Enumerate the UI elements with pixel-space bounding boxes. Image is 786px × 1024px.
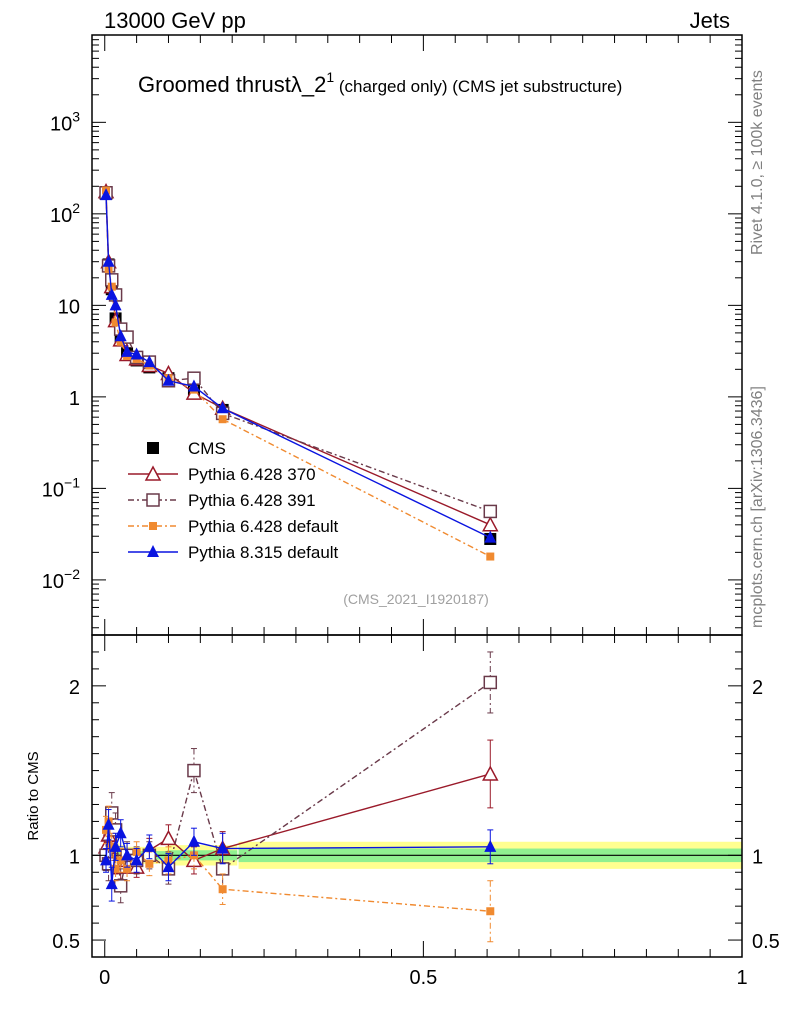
legend-marker-pythia-6-428-391 <box>146 493 160 507</box>
point-pythia-6-428-370 <box>482 516 499 532</box>
point-pythia-8-315-default <box>109 298 122 311</box>
ratio-point-pythia-6-428-391 <box>187 763 201 778</box>
point-pythia-6-428-default <box>116 337 125 346</box>
point-pythia-6-428-default <box>218 415 227 424</box>
y-tick-label: 10−2 <box>42 566 80 593</box>
x-tick-label: 0.5 <box>409 967 437 989</box>
ratio-y-tick-label: 2 <box>69 677 80 699</box>
point-pythia-8-315-default <box>102 254 115 267</box>
ratio-point-pythia-8-315-default <box>100 853 113 866</box>
x-tick-label: 0 <box>99 967 110 989</box>
ratio-point-pythia-8-315-default <box>143 839 156 852</box>
legend-label-pythia-6-428-370: Pythia 6.428 370 <box>188 465 316 484</box>
analysis-label: (CMS_2021_I1920187) <box>343 591 489 607</box>
ratio-point-pythia-6-428-default <box>218 885 227 894</box>
ratio-point-pythia-8-315-default <box>105 877 118 890</box>
point-pythia-8-315-default <box>187 379 200 392</box>
y-tick-label: 10 <box>58 296 80 318</box>
ratio-line-pythia-8-315-default <box>105 824 491 885</box>
ratio-y-tick-label: 1 <box>69 846 80 868</box>
ratio-panel: 0 0.5 10.5 0.51 12 2 Ratio to CMS <box>25 634 780 989</box>
ratio-point-pythia-6-428-391 <box>113 879 128 893</box>
ratio-point-pythia-8-315-default <box>102 817 115 830</box>
x-tick-label: 1 <box>736 967 747 989</box>
ratio-point-pythia-8-315-default <box>484 839 497 852</box>
main-title-sup: 1 <box>326 69 334 85</box>
ratio-frame <box>91 634 743 958</box>
series-line-pythia-8-315-default <box>105 195 491 539</box>
point-pythia-8-315-default <box>130 347 143 360</box>
y-tick-label: 103 <box>50 108 80 135</box>
ratio-point-pythia-6-428-391 <box>483 675 498 690</box>
ratio-point-pythia-6-428-default <box>123 864 132 873</box>
ratio-point-pythia-8-315-default <box>162 860 175 873</box>
mcplots-label: mcplots.cern.ch [arXiv:1306.3436] <box>749 386 766 628</box>
ratio-y-tick-label: 0.5 <box>52 931 80 953</box>
main-title-text: Groomed thrustλ_2 <box>138 72 326 97</box>
legend-label-pythia-6-428-default: Pythia 6.428 default <box>188 517 339 536</box>
ratio-point-pythia-8-315-default <box>109 839 122 852</box>
ratio-point-pythia-6-428-370 <box>482 765 499 781</box>
y-tick-label: 1 <box>69 388 80 410</box>
legend: CMS Pythia 6.428 370 Pythia 6.428 391 Pythi… <box>128 439 339 562</box>
point-pythia-8-315-default <box>143 355 156 368</box>
ratio-point-pythia-8-315-default <box>130 853 143 866</box>
point-pythia-6-428-default <box>107 282 116 291</box>
point-pythia-6-428-391 <box>483 504 498 519</box>
ratio-point-pythia-8-315-default <box>187 834 200 847</box>
ratio-point-pythia-6-428-default <box>107 842 116 851</box>
point-pythia-8-315-default <box>216 401 229 414</box>
legend-marker-pythia-6-428-370 <box>144 465 162 481</box>
point-pythia-8-315-default <box>484 530 497 543</box>
ratio-point-pythia-6-428-391 <box>215 862 230 876</box>
ratio-line-pythia-6-428-default <box>105 821 491 912</box>
legend-marker-pythia-6-428-default <box>149 522 157 530</box>
ratio-point-pythia-6-428-default <box>116 856 125 865</box>
point-pythia-8-315-default <box>121 344 134 357</box>
ratio-y-tick-label-right: 1 <box>752 846 763 868</box>
y-tick-label: 102 <box>50 200 80 227</box>
header-left: 13000 GeV pp <box>104 8 246 33</box>
main-title-suffix: (charged only) (CMS jet substructure) <box>334 77 622 96</box>
series-line-pythia-6-428-391 <box>105 192 491 513</box>
legend-label-cms: CMS <box>188 439 226 458</box>
legend-label-pythia-8-315-default: Pythia 8.315 default <box>188 543 339 562</box>
ratio-point-pythia-6-428-default <box>102 825 111 834</box>
ratio-point-pythia-8-315-default <box>121 848 134 861</box>
ratio-y-tick-label-right: 2 <box>752 677 763 699</box>
point-pythia-6-428-default <box>111 318 120 327</box>
y-tick-label: 10−1 <box>42 474 80 501</box>
point-pythia-8-315-default <box>105 287 118 300</box>
ratio-point-pythia-6-428-default <box>145 859 154 868</box>
point-pythia-8-315-default <box>100 188 113 201</box>
point-pythia-8-315-default <box>162 373 175 386</box>
point-pythia-6-428-default <box>486 552 495 561</box>
ratio-point-pythia-6-428-default <box>111 864 120 873</box>
ratio-point-pythia-6-428-370 <box>160 829 177 846</box>
legend-label-pythia-6-428-391: Pythia 6.428 391 <box>188 491 316 510</box>
point-pythia-8-315-default <box>114 329 127 342</box>
ratio-point-pythia-6-428-default <box>486 907 495 916</box>
ratio-point-pythia-8-315-default <box>216 841 229 854</box>
legend-marker-pythia-8-315-default <box>147 545 159 557</box>
header-right: Jets <box>690 8 730 33</box>
ratio-point-pythia-8-315-default <box>114 826 127 839</box>
main-title: Groomed thrustλ_21 (charged only) (CMS j… <box>138 69 622 97</box>
ratio-y-tick-label-right: 0.5 <box>752 931 780 953</box>
ratio-ylabel: Ratio to CMS <box>25 751 42 840</box>
rivet-label: Rivet 4.1.0, ≥ 100k events <box>749 70 766 255</box>
legend-marker-cms <box>147 442 159 454</box>
